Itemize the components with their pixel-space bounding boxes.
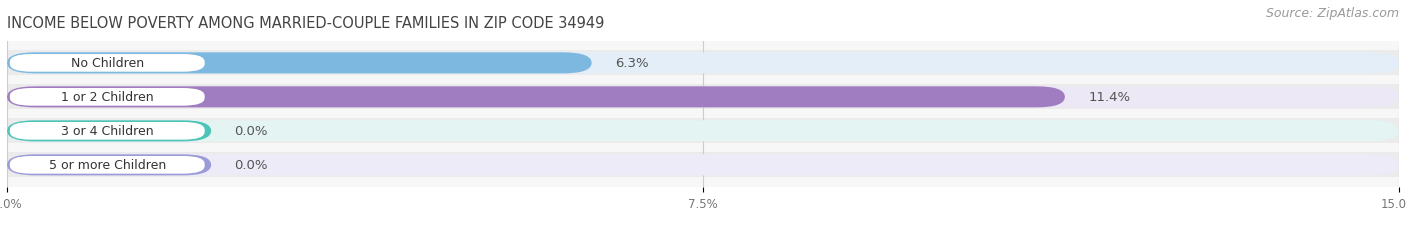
Text: 6.3%: 6.3% bbox=[614, 57, 648, 70]
Text: Source: ZipAtlas.com: Source: ZipAtlas.com bbox=[1265, 7, 1399, 20]
FancyBboxPatch shape bbox=[7, 87, 1399, 108]
FancyBboxPatch shape bbox=[7, 119, 1399, 144]
FancyBboxPatch shape bbox=[7, 51, 1399, 76]
Text: 1 or 2 Children: 1 or 2 Children bbox=[60, 91, 153, 104]
FancyBboxPatch shape bbox=[10, 122, 205, 140]
FancyBboxPatch shape bbox=[7, 53, 1399, 74]
Text: 11.4%: 11.4% bbox=[1088, 91, 1130, 104]
FancyBboxPatch shape bbox=[10, 156, 205, 174]
Text: No Children: No Children bbox=[70, 57, 143, 70]
FancyBboxPatch shape bbox=[10, 89, 205, 106]
FancyBboxPatch shape bbox=[7, 155, 211, 176]
FancyBboxPatch shape bbox=[7, 153, 1399, 178]
FancyBboxPatch shape bbox=[7, 155, 1399, 176]
FancyBboxPatch shape bbox=[7, 87, 1064, 108]
Text: 0.0%: 0.0% bbox=[235, 159, 269, 172]
FancyBboxPatch shape bbox=[10, 55, 205, 72]
Text: 0.0%: 0.0% bbox=[235, 125, 269, 138]
FancyBboxPatch shape bbox=[7, 85, 1399, 110]
FancyBboxPatch shape bbox=[7, 53, 592, 74]
Text: INCOME BELOW POVERTY AMONG MARRIED-COUPLE FAMILIES IN ZIP CODE 34949: INCOME BELOW POVERTY AMONG MARRIED-COUPL… bbox=[7, 15, 605, 30]
FancyBboxPatch shape bbox=[7, 121, 1399, 142]
Text: 3 or 4 Children: 3 or 4 Children bbox=[60, 125, 153, 138]
Text: 5 or more Children: 5 or more Children bbox=[49, 159, 166, 172]
FancyBboxPatch shape bbox=[7, 121, 211, 142]
